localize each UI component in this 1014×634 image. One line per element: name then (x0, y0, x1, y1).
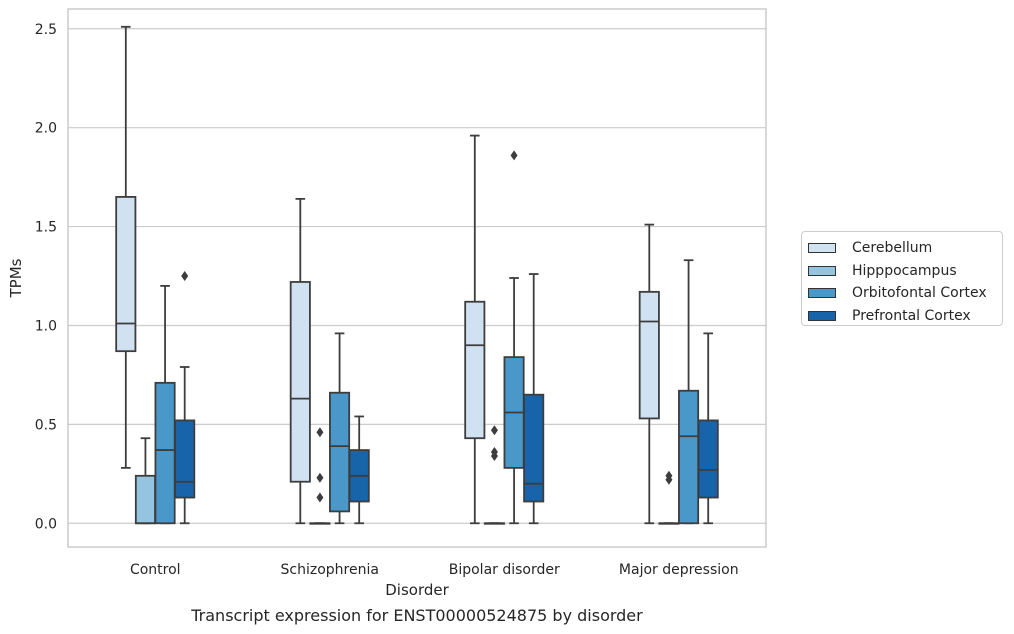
box-cerebellum (289, 197, 311, 525)
box-body (638, 290, 660, 420)
y-tick-label: 0.5 (35, 417, 57, 433)
legend-label: Cerebellum (852, 240, 933, 257)
legend-item: Prefrontal Cortex (808, 305, 1002, 328)
box-prefrontal-cortex (697, 332, 719, 525)
y-tick-label: 1.0 (35, 318, 57, 334)
chart-caption: Transcript expression for ENST0000052487… (191, 606, 643, 625)
box-body (678, 389, 700, 525)
box-body (697, 419, 719, 499)
box-prefrontal-cortex (523, 273, 545, 525)
outlier-point (665, 470, 673, 481)
box-body (115, 196, 137, 353)
box-groups (115, 25, 719, 525)
legend-item: Orbitofontal Cortex (808, 282, 1002, 305)
legend-label: Orbitofontal Cortex (852, 285, 987, 302)
box-body (464, 300, 486, 440)
legend-swatch (808, 310, 836, 321)
box-body (174, 419, 196, 499)
legend-swatch (808, 243, 836, 254)
legend-item: Hipppocampus (808, 260, 1002, 283)
outlier-point (510, 150, 518, 161)
outlier-point (316, 492, 324, 503)
outlier-point (181, 271, 189, 282)
y-tick-label: 1.5 (35, 220, 57, 236)
box-body (329, 391, 351, 513)
x-tick-label: Control (130, 562, 181, 578)
legend-label: Prefrontal Cortex (852, 307, 971, 324)
box-hipppocampus (309, 427, 331, 525)
x-tick-label: Major depression (619, 562, 739, 578)
x-tick-label: Bipolar disorder (449, 562, 560, 578)
y-tick-label: 2.0 (35, 121, 57, 137)
outlier-point (490, 425, 498, 436)
box-hipppocampus (483, 425, 505, 525)
y-tick-labels: 0.0 0.5 1.0 1.5 2.0 2.5 (35, 22, 57, 532)
outlier-point (316, 427, 324, 438)
box-prefrontal-cortex (174, 271, 196, 525)
box-cerebellum (638, 223, 660, 525)
y-axis-label: TPMs (7, 258, 25, 298)
y-tick-label: 0.0 (35, 516, 57, 532)
x-tick-labels: Control Schizophrenia Bipolar disorder Majo… (130, 562, 739, 578)
box-prefrontal-cortex (348, 415, 370, 525)
outlier-point (316, 472, 324, 483)
legend: Cerebellum Hipppocampus Orbitofontal Corte… (801, 231, 1003, 326)
box-body (289, 281, 311, 483)
x-tick-label: Schizophrenia (281, 562, 379, 578)
box-orbitofontal-cortex (329, 332, 351, 525)
box-cerebellum (464, 134, 486, 525)
box-body (154, 381, 176, 525)
legend-label: Hipppocampus (852, 262, 957, 279)
box-cerebellum (115, 25, 137, 469)
legend-swatch (808, 265, 836, 276)
legend-item: Cerebellum (808, 237, 1002, 260)
box-body (523, 393, 545, 503)
x-axis-label: Disorder (385, 581, 449, 599)
legend-swatch (808, 288, 836, 299)
box-orbitofontal-cortex (154, 285, 176, 525)
box-body (134, 474, 156, 525)
outlier-point (490, 447, 498, 458)
y-tick-label: 2.5 (35, 22, 57, 38)
